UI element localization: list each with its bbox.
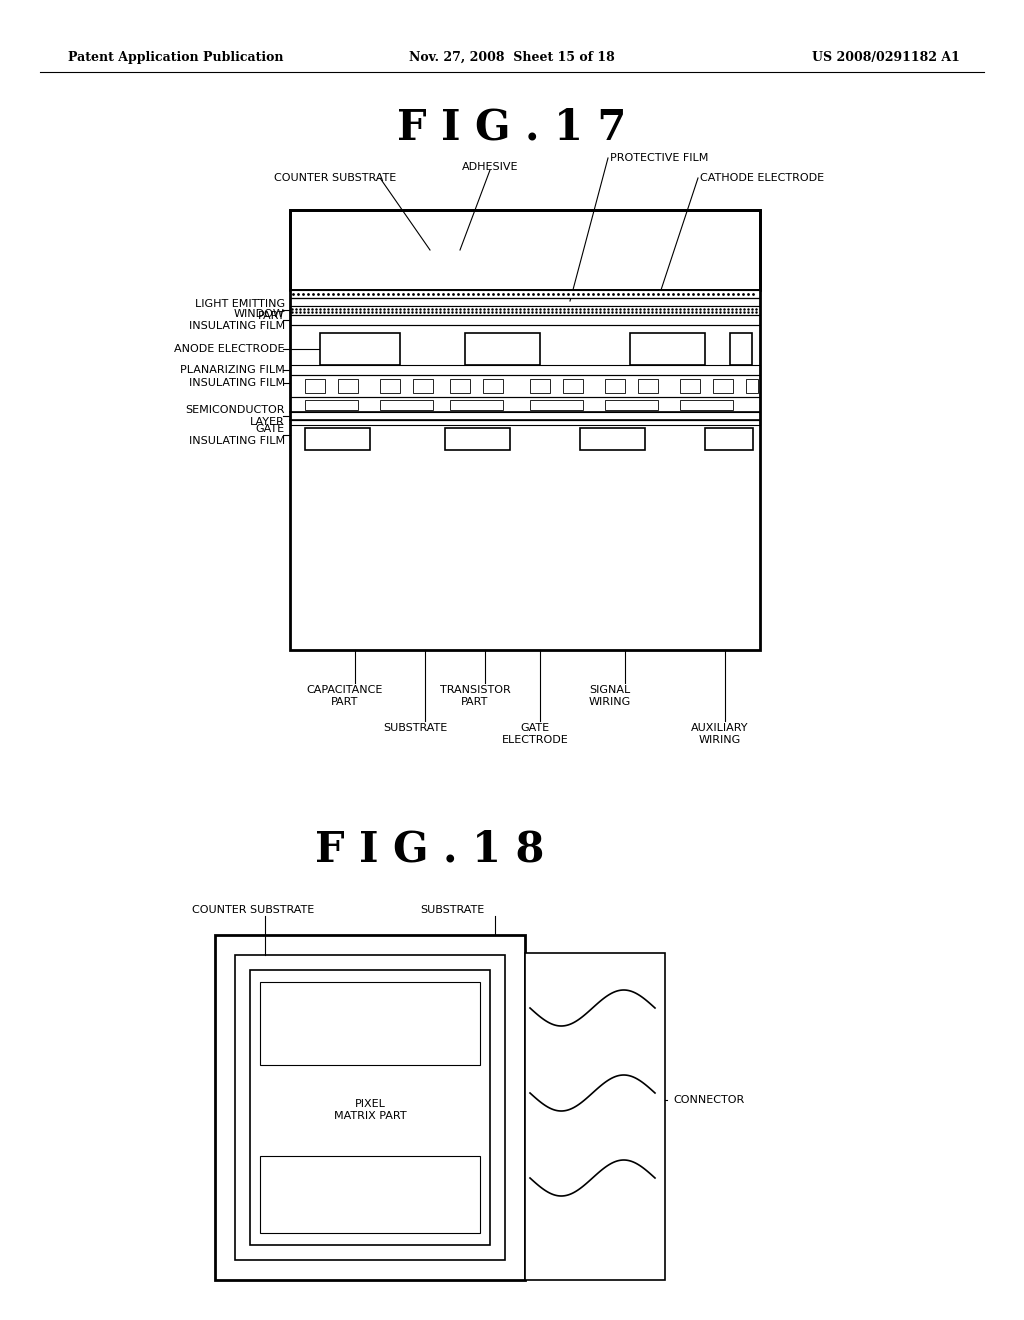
Bar — [380, 400, 433, 411]
Bar — [530, 379, 550, 393]
Bar — [260, 982, 480, 1064]
Bar — [563, 379, 583, 393]
Bar — [530, 400, 583, 411]
Bar — [705, 428, 753, 450]
Text: PIXEL
MATRIX PART: PIXEL MATRIX PART — [334, 1100, 407, 1122]
Bar — [305, 428, 370, 450]
Bar — [290, 325, 760, 425]
Bar — [290, 375, 760, 397]
Text: PROTECTIVE FILM: PROTECTIVE FILM — [610, 153, 709, 162]
Text: SUBSTRATE: SUBSTRATE — [383, 723, 447, 733]
Text: TRANSISTOR
PART: TRANSISTOR PART — [439, 685, 510, 706]
Bar — [465, 333, 540, 366]
Text: LIGHT EMITTING
PART: LIGHT EMITTING PART — [195, 300, 285, 321]
Bar — [680, 400, 733, 411]
Bar — [305, 400, 358, 411]
Text: Patent Application Publication: Patent Application Publication — [68, 50, 284, 63]
Text: SIGNAL
WIRING: SIGNAL WIRING — [589, 685, 631, 706]
Text: F I G . 1 7: F I G . 1 7 — [397, 107, 627, 149]
Bar — [483, 379, 503, 393]
Bar — [450, 379, 470, 393]
Bar — [680, 379, 700, 393]
Bar — [290, 210, 760, 290]
Text: AUXILIARY
WIRING: AUXILIARY WIRING — [691, 723, 749, 744]
Bar — [338, 379, 358, 393]
Text: F I G . 1 8: F I G . 1 8 — [315, 829, 545, 871]
Text: CONNECTOR: CONNECTOR — [673, 1096, 744, 1105]
Bar — [450, 400, 503, 411]
Text: WINDOW
INSULATING FILM: WINDOW INSULATING FILM — [188, 309, 285, 331]
Bar — [730, 333, 752, 366]
Text: INSULATING FILM: INSULATING FILM — [188, 378, 285, 388]
Bar — [250, 970, 490, 1245]
Bar — [413, 379, 433, 393]
Bar — [580, 428, 645, 450]
Text: Nov. 27, 2008  Sheet 15 of 18: Nov. 27, 2008 Sheet 15 of 18 — [410, 50, 614, 63]
Bar — [305, 379, 325, 393]
Text: PLANARIZING FILM: PLANARIZING FILM — [180, 366, 285, 375]
Text: COUNTER SUBSTRATE: COUNTER SUBSTRATE — [273, 173, 396, 183]
Text: ADHESIVE: ADHESIVE — [462, 162, 518, 172]
Bar — [746, 379, 758, 393]
Bar — [713, 379, 733, 393]
Bar — [290, 298, 760, 306]
Text: COUNTER SUBSTRATE: COUNTER SUBSTRATE — [193, 906, 314, 915]
Text: SUBSTRATE: SUBSTRATE — [420, 906, 484, 915]
Bar — [290, 420, 760, 649]
Text: ANODE ELECTRODE: ANODE ELECTRODE — [174, 345, 285, 354]
Text: CATHODE ELECTRODE: CATHODE ELECTRODE — [700, 173, 824, 183]
Text: SEMICONDUCTOR
LAYER: SEMICONDUCTOR LAYER — [185, 405, 285, 426]
Text: GATE
ELECTRODE: GATE ELECTRODE — [502, 723, 568, 744]
Bar — [445, 428, 510, 450]
Bar — [290, 290, 760, 298]
Bar — [290, 412, 760, 420]
Text: CAPACITANCE
PART: CAPACITANCE PART — [307, 685, 383, 706]
Bar — [319, 333, 400, 366]
Bar — [260, 1156, 480, 1233]
Bar — [290, 397, 760, 412]
Bar — [630, 333, 705, 366]
Bar — [605, 400, 658, 411]
Bar — [215, 935, 525, 1280]
Bar — [638, 379, 658, 393]
Bar — [605, 379, 625, 393]
Bar — [290, 306, 760, 315]
Bar — [290, 315, 760, 325]
Text: US 2008/0291182 A1: US 2008/0291182 A1 — [812, 50, 961, 63]
Bar — [290, 210, 760, 649]
Bar — [234, 954, 505, 1261]
Bar — [525, 953, 665, 1280]
Bar — [380, 379, 400, 393]
Text: GATE
INSULATING FILM: GATE INSULATING FILM — [188, 424, 285, 446]
Bar — [290, 366, 760, 375]
